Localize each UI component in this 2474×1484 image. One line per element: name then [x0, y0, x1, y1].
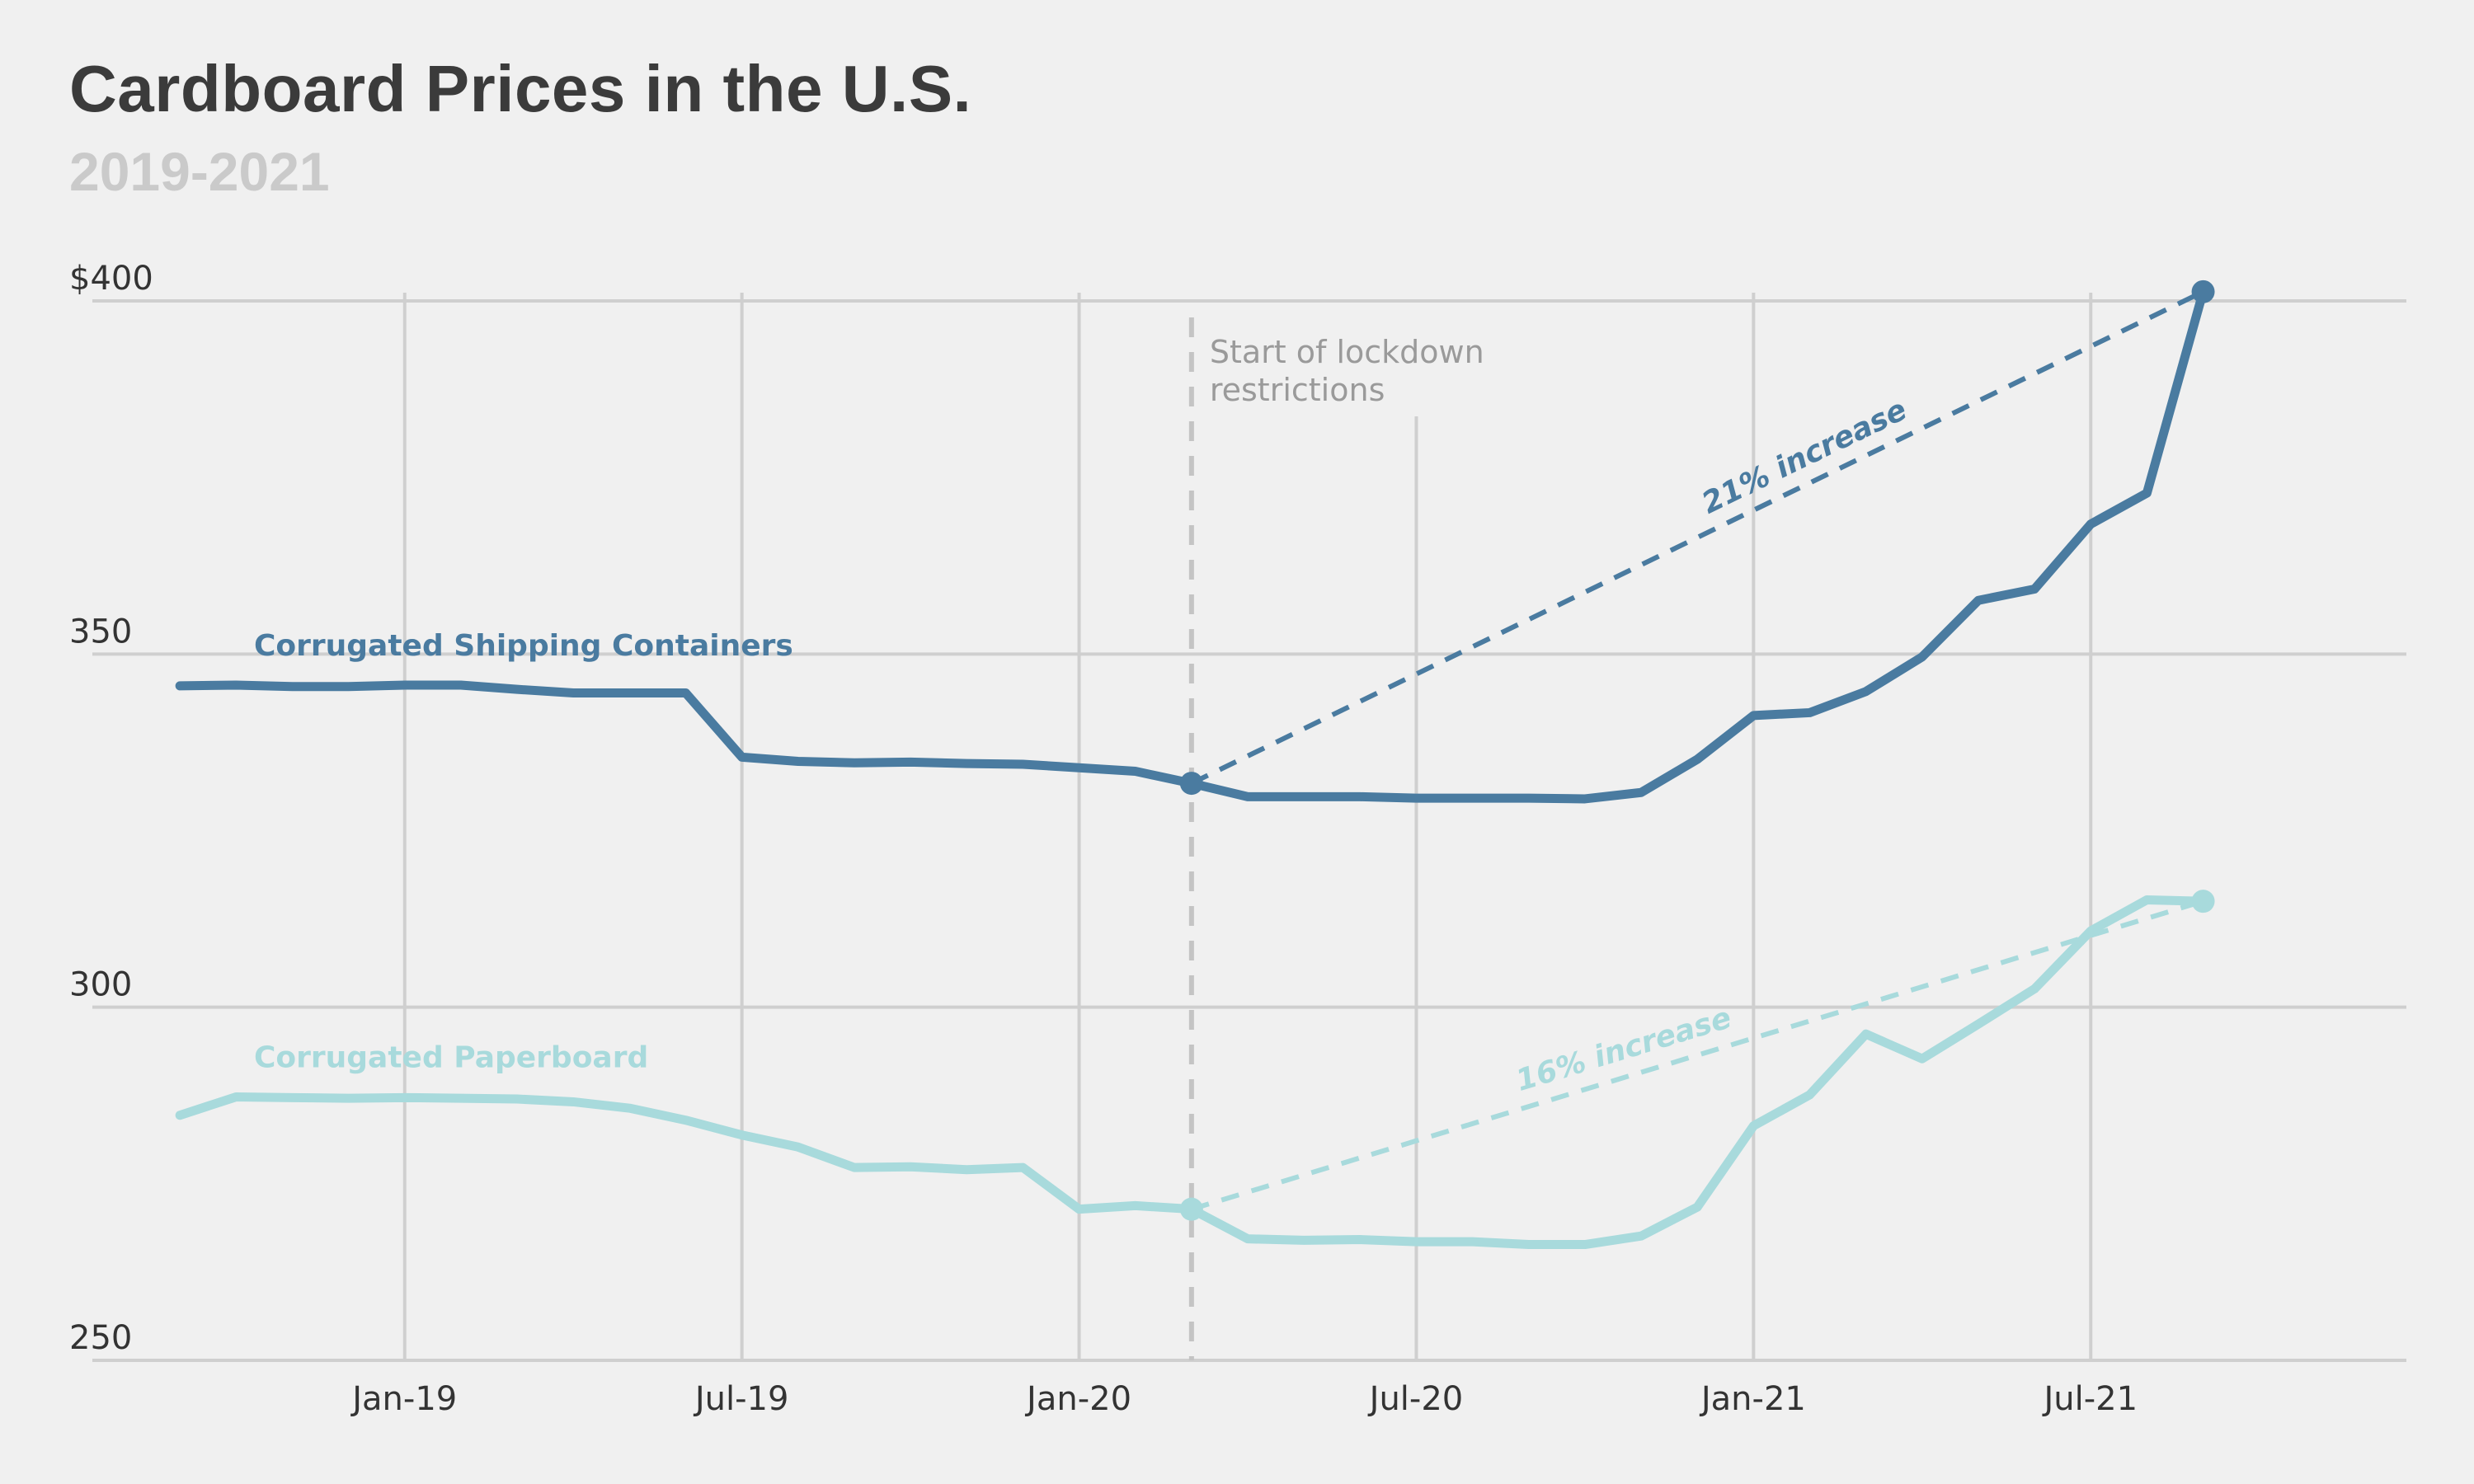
chart-subtitle: 2019-2021	[69, 141, 330, 202]
chart-title: Cardboard Prices in the U.S.	[69, 52, 972, 125]
series-name-label: Corrugated Paperboard	[254, 1040, 648, 1074]
series-layer	[175, 279, 2215, 1250]
trend-dashed-line	[1190, 899, 2204, 1212]
series-name-label: Corrugated Shipping Containers	[254, 629, 793, 663]
y-tick-label: 350	[69, 613, 132, 650]
grid-layer	[92, 293, 2406, 1362]
end-point-marker	[2191, 279, 2215, 303]
y-tick-label: 300	[69, 966, 132, 1004]
y-tick-label: 250	[69, 1319, 132, 1357]
increase-label: 16% increase	[1512, 1001, 1736, 1098]
trend-layer	[1190, 289, 2204, 1212]
start-point-marker	[1179, 1197, 1203, 1221]
x-tick-label: Jul-21	[2041, 1380, 2138, 1418]
increase-label: 21% increase	[1697, 393, 1912, 521]
start-point-marker	[1179, 772, 1203, 796]
label-layer: 21% increase Corrugated Shipping Containe…	[254, 393, 1912, 1099]
x-tick-label: Jan-21	[1699, 1380, 1806, 1418]
lockdown-annotation: Start of lockdown restrictions	[1210, 334, 1484, 408]
lockdown-annotation-line: Start of lockdown	[1210, 334, 1484, 370]
x-tick-label: Jan-20	[1024, 1380, 1131, 1418]
x-tick-label: Jan-19	[350, 1380, 457, 1418]
y-tick-label: $400	[69, 260, 153, 298]
x-tick-label: Jul-20	[1367, 1380, 1464, 1418]
end-point-marker	[2191, 890, 2215, 913]
x-tick-label: Jul-19	[693, 1380, 789, 1418]
lockdown-annotation-line: restrictions	[1210, 372, 1385, 408]
axis-layer: 250 300 350 $400 Jan-19 Jul-19 Jan-20 Jul-20 Jan…	[69, 260, 2138, 1418]
annotation-layer: Start of lockdown restrictions	[1188, 317, 1484, 1360]
